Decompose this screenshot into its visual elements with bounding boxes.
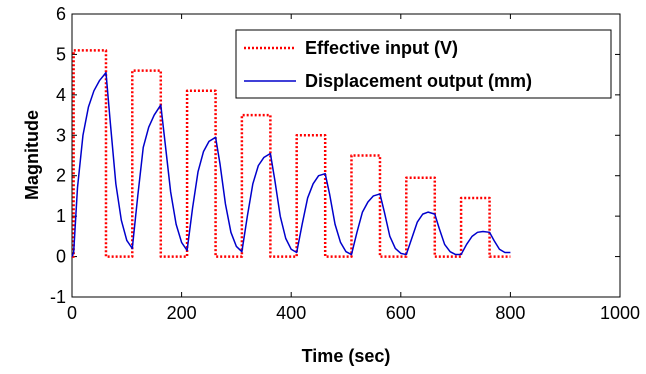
- y-tick-label: -1: [50, 287, 66, 307]
- axis-ticks: [71, 13, 621, 298]
- y-tick-label: 6: [56, 4, 66, 24]
- y-tick-label: 4: [56, 85, 66, 105]
- x-tick-label: 0: [67, 303, 77, 323]
- series-line-displacement-output: [71, 71, 511, 257]
- x-tick-label: 800: [495, 303, 525, 323]
- legend: Effective input (V) Displacement output …: [235, 29, 612, 99]
- x-tick-label: 600: [386, 303, 416, 323]
- y-tick-label: 2: [56, 166, 66, 186]
- legend-label-displacement-output: Displacement output (mm): [305, 71, 532, 91]
- x-tick-label: 400: [276, 303, 306, 323]
- series-layer: [71, 49, 511, 258]
- legend-box: [235, 29, 612, 99]
- y-tick-label: 5: [56, 44, 66, 64]
- x-axis-label: Time (sec): [302, 346, 391, 366]
- y-tick-label: 1: [56, 206, 66, 226]
- y-tick-label: 0: [56, 247, 66, 267]
- y-axis-label: Magnitude: [22, 110, 42, 200]
- x-tick-label: 200: [167, 303, 197, 323]
- legend-label-effective-input: Effective input (V): [305, 38, 458, 58]
- x-tick-label: 1000: [600, 303, 640, 323]
- y-tick-label: 3: [56, 125, 66, 145]
- series-line-effective-input: [72, 49, 511, 258]
